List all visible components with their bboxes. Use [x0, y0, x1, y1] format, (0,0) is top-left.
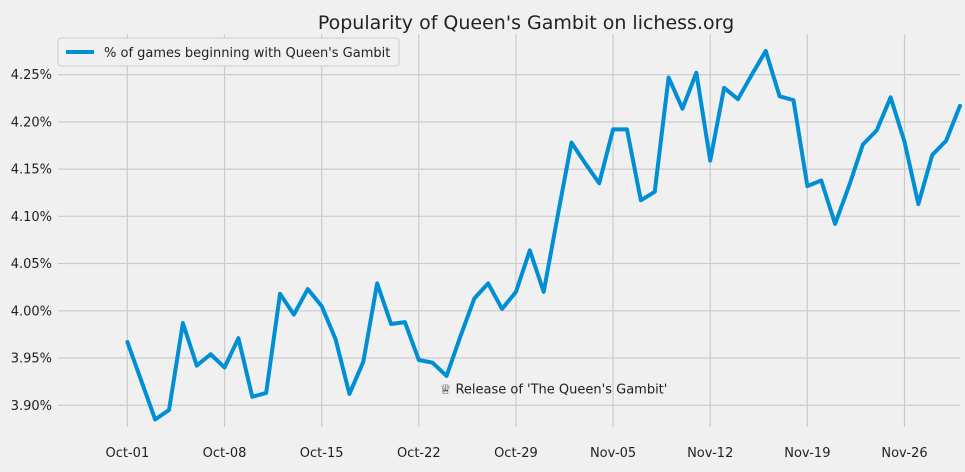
release-annotation: ♕ Release of 'The Queen's Gambit' [440, 382, 668, 397]
y-axis-tick-labels: 3.90% 3.95% 4.00% 4.05% 4.10% 4.15% 4.20% 4.25% [11, 68, 52, 414]
x-tick-label: Oct-22 [397, 446, 441, 461]
y-tick-label: 4.10% [11, 210, 52, 225]
y-tick-label: 4.00% [11, 304, 52, 319]
y-tick-label: 4.05% [11, 257, 52, 272]
x-tick-label: Nov-19 [784, 446, 830, 461]
x-tick-label: Nov-26 [881, 446, 927, 461]
chart-title: Popularity of Queen's Gambit on lichess.… [318, 12, 734, 34]
legend-label: % of games beginning with Queen's Gambit [104, 46, 390, 61]
grid [58, 34, 960, 427]
series-line [125, 49, 962, 422]
x-tick-label: Nov-05 [590, 446, 636, 461]
x-tick-label: Oct-08 [203, 446, 247, 461]
y-tick-label: 4.25% [11, 68, 52, 83]
x-tick-label: Nov-12 [687, 446, 733, 461]
y-tick-label: 3.95% [11, 352, 52, 367]
legend: % of games beginning with Queen's Gambit [57, 37, 400, 67]
legend-box [57, 37, 400, 67]
x-tick-label: Oct-15 [300, 446, 344, 461]
x-tick-label: Oct-29 [494, 446, 538, 461]
x-tick-label: Oct-01 [106, 446, 150, 461]
y-tick-label: 4.15% [11, 163, 52, 178]
y-tick-label: 4.20% [11, 115, 52, 130]
x-axis-tick-labels: Oct-01 Oct-08 Oct-15 Oct-22 Oct-29 Nov-05 Nov-… [106, 446, 928, 461]
y-tick-label: 3.90% [11, 399, 52, 414]
series [125, 49, 962, 422]
